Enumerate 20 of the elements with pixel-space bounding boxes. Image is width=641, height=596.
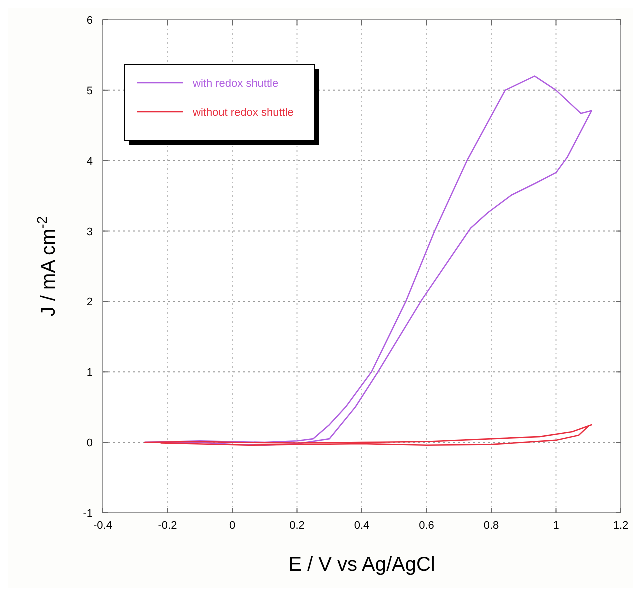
x-tick-label: 1 [553,520,560,532]
x-tick-label: 0.6 [419,520,434,532]
x-tick-label: 0.2 [290,520,305,532]
x-tick-label: 0.8 [484,520,500,532]
x-tick-label: 0 [229,520,236,532]
x-axis-title: E / V vs Ag/AgCl [288,554,436,576]
y-tick-label: 1 [86,367,93,380]
y-tick-label: 3 [86,226,93,238]
x-tick-label: 1.2 [613,520,629,532]
x-tick-label: -0.2 [158,520,178,532]
legend-label: without redox shuttle [192,107,294,119]
y-tick-label: 5 [86,85,93,98]
y-tick-label: -1 [83,508,93,520]
y-tick-label: 4 [86,156,93,168]
y-tick-label: 2 [86,296,93,309]
legend-label: with redox shuttle [192,78,279,90]
x-tick-label: 0.4 [354,520,370,532]
y-tick-label: 6 [86,15,93,27]
y-tick-label: 0 [86,438,93,450]
x-tick-label: -0.4 [94,520,112,532]
